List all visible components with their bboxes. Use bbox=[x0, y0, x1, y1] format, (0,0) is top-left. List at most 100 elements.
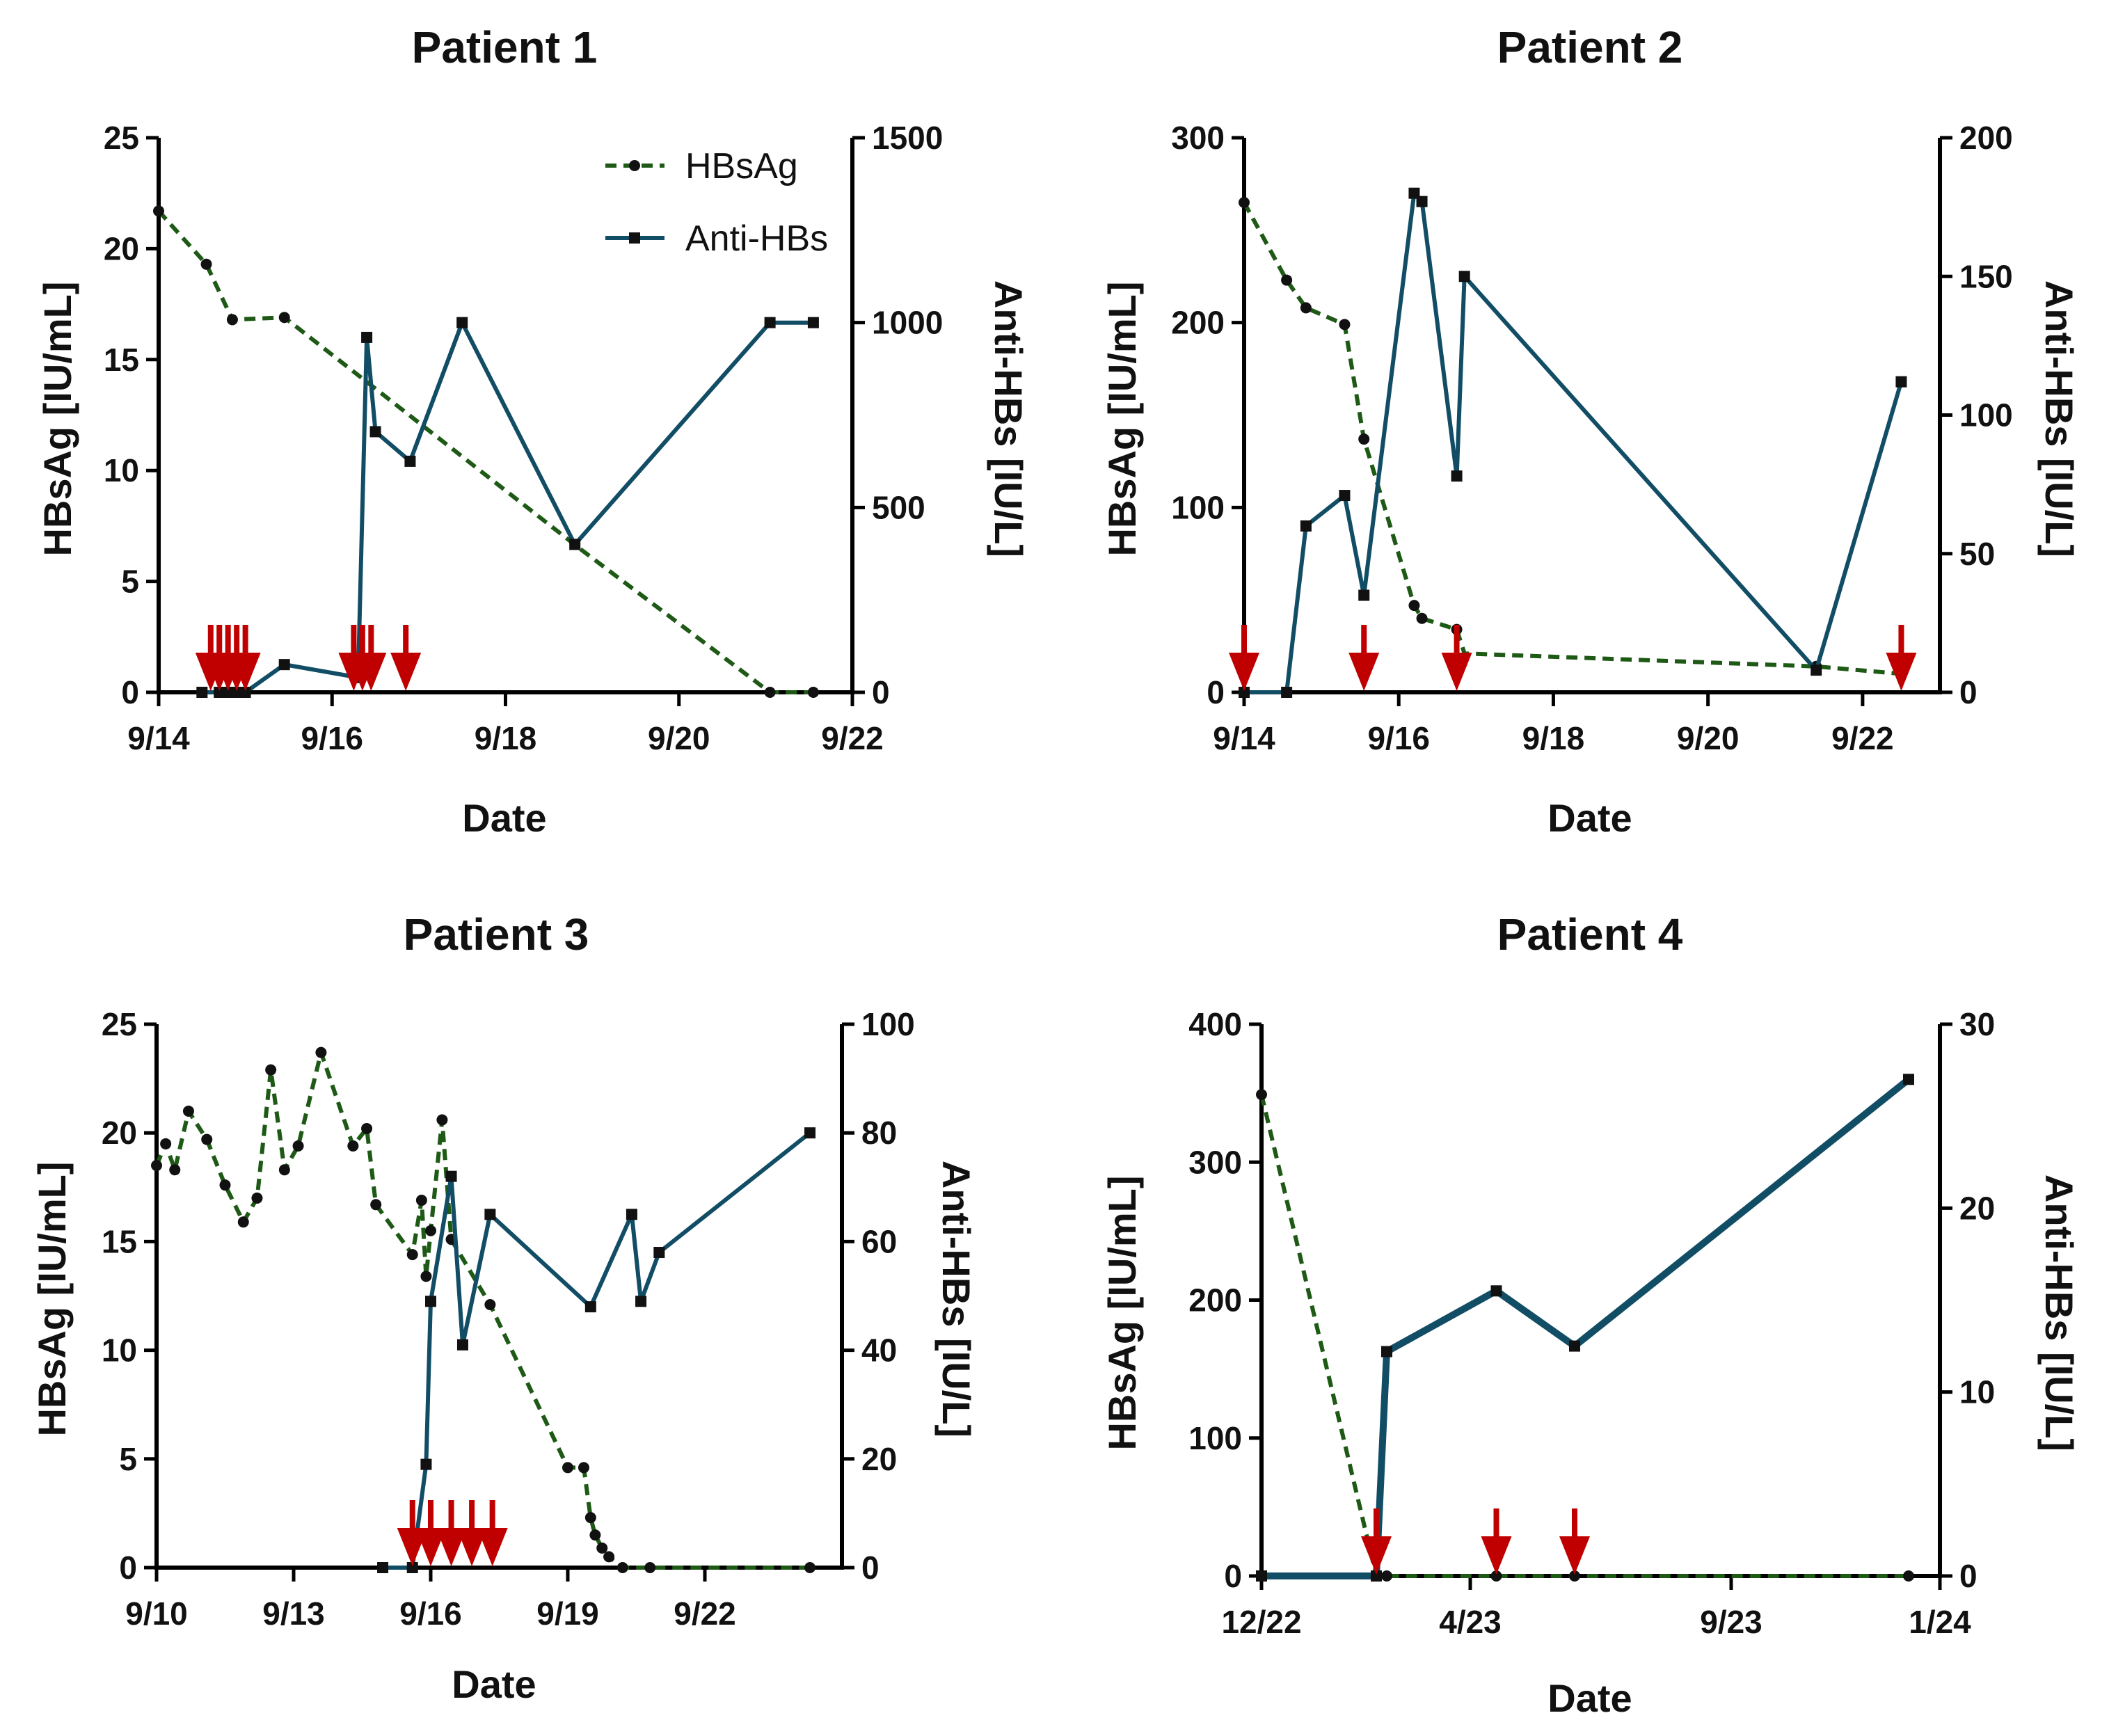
y-axis-left-label-4: HBsAg [IU/mL] bbox=[1100, 1175, 1144, 1450]
treatment-arrow bbox=[477, 1500, 508, 1566]
y-axis-left-label-1: HBsAg [IU/mL] bbox=[35, 281, 79, 556]
hbsag-series-line bbox=[1259, 1094, 1909, 1578]
hbsag-data-point bbox=[219, 1179, 231, 1191]
treatment-arrow bbox=[415, 1500, 446, 1566]
antihbs-series-line bbox=[202, 320, 813, 694]
x-tick-label: 9/14 bbox=[1213, 720, 1275, 756]
y-tick-label-left: 100 bbox=[1188, 1420, 1242, 1456]
chart-title-2: Patient 2 bbox=[1497, 22, 1683, 72]
y-tick-label-right: 1500 bbox=[872, 120, 943, 156]
legend-antihbs-marker bbox=[629, 232, 640, 244]
x-tick-label: 9/22 bbox=[1831, 720, 1894, 756]
y-tick-label-left: 25 bbox=[104, 120, 139, 156]
y-tick-label-left: 100 bbox=[1171, 489, 1225, 525]
y-tick-label-right: 100 bbox=[1959, 397, 2013, 433]
antihbs-data-point bbox=[1239, 687, 1250, 698]
hbsag-data-point bbox=[1416, 612, 1428, 624]
hbsag-data-point bbox=[278, 312, 290, 324]
y-tick-label-right: 60 bbox=[861, 1223, 897, 1259]
chart-panel-2: 0 100 200 300 0 50 100 150 200 9/14 9/16 9/18 9/20 9/… bbox=[1171, 120, 2013, 756]
antihbs-data-point bbox=[214, 687, 225, 698]
hbsag-data-point bbox=[589, 1529, 601, 1541]
y-tick-label-right: 0 bbox=[861, 1550, 880, 1586]
antihbs-data-point bbox=[1903, 1074, 1914, 1085]
y-tick-label-left: 200 bbox=[1171, 305, 1225, 341]
antihbs-data-point bbox=[239, 687, 251, 698]
treatment-arrow bbox=[436, 1500, 467, 1566]
antihbs-data-point bbox=[425, 1296, 436, 1307]
y-axis-right-label-3: Anti-HBs [IU/L] bbox=[934, 1161, 978, 1438]
y-axis-right-label-2: Anti-HBs [IU/L] bbox=[2037, 280, 2081, 557]
hbsag-data-point bbox=[420, 1271, 432, 1282]
hbsag-data-point bbox=[315, 1046, 327, 1058]
treatment-arrow bbox=[1229, 625, 1259, 691]
chart-panel-4: 0 100 200 300 400 0 10 20 30 12/22 4/23 9/23 1/24 bbox=[1188, 1006, 1995, 1640]
y-tick-label-left: 0 bbox=[119, 1550, 137, 1586]
chart-title-4: Patient 4 bbox=[1497, 909, 1683, 959]
hbsag-data-point bbox=[160, 1138, 172, 1149]
y-tick-label-right: 0 bbox=[1959, 1558, 1977, 1594]
legend: HBsAg Anti-HBs bbox=[605, 146, 828, 259]
treatment-arrow bbox=[1559, 1508, 1590, 1575]
antihbs-data-point bbox=[1416, 196, 1428, 207]
hbsag-series-line bbox=[154, 1050, 810, 1570]
hbsag-data-point bbox=[584, 1512, 596, 1524]
hbsag-data-point bbox=[201, 1133, 213, 1145]
antihbs-data-point bbox=[1451, 470, 1463, 482]
x-tick-label: 9/13 bbox=[262, 1595, 325, 1632]
y-tick-label-right: 40 bbox=[861, 1332, 897, 1369]
antihbs-series-line bbox=[383, 1131, 811, 1570]
y-tick-label-left: 0 bbox=[1224, 1558, 1242, 1594]
antihbs-data-point bbox=[1300, 520, 1312, 532]
y-tick-label-left: 200 bbox=[1188, 1282, 1242, 1319]
hbsag-data-point bbox=[1569, 1570, 1580, 1582]
x-tick-label: 9/10 bbox=[125, 1595, 188, 1632]
x-axis-label-2: Date bbox=[1547, 796, 1632, 840]
hbsag-data-point bbox=[436, 1114, 448, 1126]
y-tick-label-right: 500 bbox=[872, 489, 925, 525]
hbsag-data-point bbox=[1339, 319, 1351, 331]
chart-panel-3: 0 5 10 15 20 25 0 20 40 60 80 100 9/10 9/13 9/16 9/19 9/… bbox=[102, 1006, 915, 1632]
antihbs-data-point bbox=[361, 331, 373, 343]
antihbs-data-point bbox=[1569, 1340, 1580, 1352]
x-axis-label-3: Date bbox=[452, 1662, 536, 1706]
treatment-arrow bbox=[397, 1500, 428, 1566]
x-tick-label: 12/22 bbox=[1221, 1604, 1301, 1640]
hbsag-data-point bbox=[251, 1192, 263, 1204]
x-tick-label: 4/23 bbox=[1439, 1604, 1502, 1640]
antihbs-data-point bbox=[764, 317, 776, 328]
hbsag-data-point bbox=[361, 1122, 373, 1134]
antihbs-data-point bbox=[1458, 271, 1470, 282]
y-tick-label-right: 100 bbox=[861, 1006, 915, 1042]
treatment-arrow bbox=[456, 1500, 488, 1566]
y-tick-label-right: 150 bbox=[1959, 258, 2013, 294]
treatment-arrow bbox=[1348, 625, 1380, 691]
antihbs-data-point bbox=[807, 317, 819, 328]
y-tick-label-left: 400 bbox=[1188, 1006, 1242, 1042]
y-tick-label-right: 50 bbox=[1959, 536, 1995, 572]
hbsag-data-point bbox=[370, 1199, 382, 1211]
x-axis-label-1: Date bbox=[462, 796, 546, 840]
y-tick-label-left: 10 bbox=[104, 452, 139, 488]
hbsag-series-line bbox=[157, 209, 813, 694]
y-axis-right-label-4: Anti-HBs [IU/L] bbox=[2037, 1174, 2081, 1451]
y-tick-label-right: 1000 bbox=[872, 305, 943, 341]
hbsag-data-point bbox=[1239, 196, 1250, 208]
y-tick-label-left: 20 bbox=[104, 230, 139, 266]
antihbs-data-point bbox=[377, 1562, 389, 1573]
hbsag-data-point bbox=[292, 1140, 304, 1152]
y-tick-label-left: 5 bbox=[119, 1441, 137, 1477]
treatment-arrow bbox=[230, 625, 261, 691]
hbsag-data-point bbox=[1300, 302, 1312, 314]
antihbs-data-point bbox=[1256, 1570, 1267, 1582]
antihbs-data-point bbox=[1895, 376, 1907, 388]
hbsag-data-point bbox=[596, 1542, 608, 1554]
x-tick-label: 9/22 bbox=[674, 1595, 736, 1632]
legend-hbsag-marker bbox=[629, 160, 640, 171]
hbsag-data-point bbox=[562, 1462, 573, 1474]
hbsag-data-point bbox=[603, 1551, 615, 1563]
x-tick-label: 9/16 bbox=[399, 1595, 462, 1632]
y-tick-label-right: 200 bbox=[1959, 120, 2013, 156]
antihbs-data-point bbox=[1339, 490, 1351, 502]
